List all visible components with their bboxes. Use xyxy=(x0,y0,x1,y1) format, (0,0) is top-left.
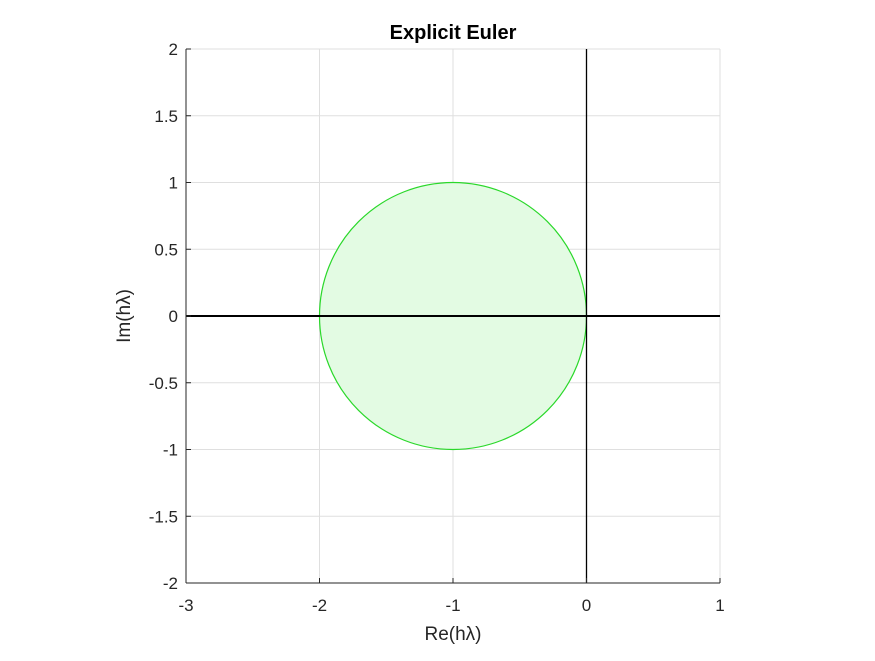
chart-title: Explicit Euler xyxy=(390,22,517,44)
y-tick-label: 0.5 xyxy=(154,240,178,259)
y-tick-label: -1.5 xyxy=(149,507,178,526)
y-tick-label: -2 xyxy=(163,574,178,593)
y-tick-label: 0 xyxy=(169,307,178,326)
x-tick-label: 0 xyxy=(582,596,591,615)
y-tick-label: 1 xyxy=(169,174,178,193)
y-axis-label: Im(hλ) xyxy=(114,289,135,343)
y-tick-label: -1 xyxy=(163,441,178,460)
y-tick-label: 1.5 xyxy=(154,107,178,126)
x-tick-label: -3 xyxy=(178,596,193,615)
x-tick-label: 1 xyxy=(715,596,724,615)
ticks-layer: -3 -2 -1 0 1-2-1.5-1-0.500.511.52 xyxy=(149,40,725,615)
reference-lines-layer xyxy=(186,49,720,583)
x-tick-label: -1 xyxy=(445,596,460,615)
x-axis-label: Re(hλ) xyxy=(424,624,481,645)
y-tick-label: 2 xyxy=(169,40,178,59)
x-tick-label: -2 xyxy=(312,596,327,615)
y-tick-label: -0.5 xyxy=(149,374,178,393)
